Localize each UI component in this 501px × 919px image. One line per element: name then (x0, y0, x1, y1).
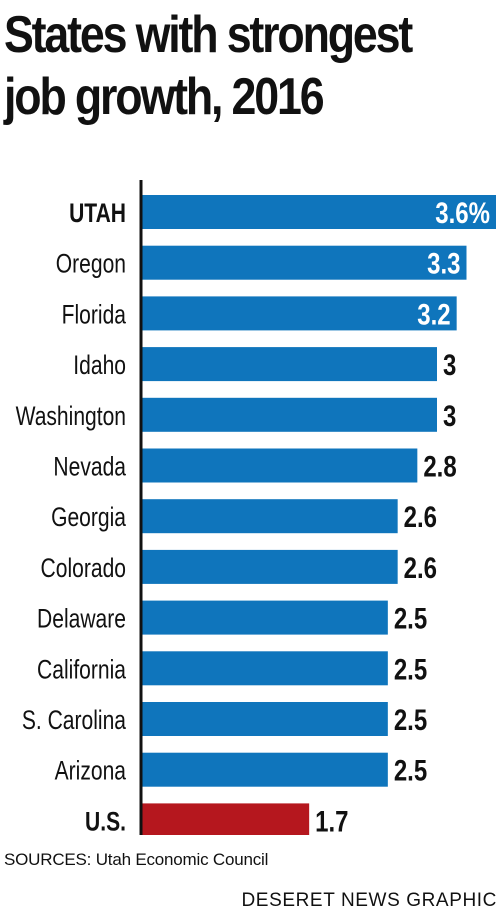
data-label-utah: 3.6% (435, 195, 490, 229)
data-label-s-carolina: 2.5 (394, 702, 427, 736)
data-label-idaho: 3 (443, 347, 456, 381)
bar-utah (142, 195, 496, 229)
chart-title-line-2: job growth, 2016 (4, 68, 325, 126)
category-label-florida: Florida (62, 300, 127, 330)
graphic-credit: DESERET NEWS GRAPHIC (241, 890, 497, 911)
bar-georgia (142, 499, 398, 534)
sources-note: SOURCES: Utah Economic Council (4, 850, 269, 869)
category-label-georgia: Georgia (51, 503, 126, 533)
category-label-arizona: Arizona (55, 756, 127, 786)
chart-title-line-1: States with strongest (4, 6, 413, 64)
category-label-delaware: Delaware (37, 604, 126, 634)
data-label-arizona: 2.5 (394, 753, 427, 787)
bar-oregon (142, 245, 467, 280)
category-label-california: California (37, 655, 126, 685)
category-label-washington: Washington (16, 401, 126, 431)
bar-arizona (142, 752, 388, 787)
data-label-u-s: 1.7 (315, 804, 348, 835)
data-label-florida: 3.2 (417, 297, 450, 331)
bar-washington (142, 397, 437, 432)
category-label-u-s: U.S. (85, 807, 126, 835)
bar-idaho (142, 347, 437, 382)
bar-nevada (142, 448, 418, 483)
category-label-nevada: Nevada (53, 452, 126, 482)
category-label-idaho: Idaho (73, 351, 126, 381)
bar-chart: UTAH 3.6% Oregon 3.3 Florida 3.2 Idaho 3 Washing… (16, 180, 496, 835)
bar-s-carolina (142, 702, 388, 736)
data-label-oregon: 3.3 (427, 246, 460, 280)
bar-delaware (142, 600, 388, 635)
bar-u-s (142, 803, 310, 835)
bar-colorado (142, 549, 398, 584)
data-label-delaware: 2.5 (394, 601, 427, 635)
chart-title: States with strongest job growth, 2016 (4, 4, 427, 128)
bar-california (142, 651, 388, 686)
bar-florida (142, 296, 457, 331)
data-label-california: 2.5 (394, 652, 427, 686)
category-label-s-carolina: S. Carolina (22, 706, 127, 736)
category-label-colorado: Colorado (41, 553, 126, 583)
category-label-oregon: Oregon (56, 249, 126, 279)
data-label-colorado: 2.6 (404, 550, 437, 584)
data-label-georgia: 2.6 (404, 500, 437, 534)
category-label-utah: UTAH (69, 199, 126, 229)
data-label-nevada: 2.8 (423, 449, 456, 483)
data-label-washington: 3 (443, 398, 456, 432)
